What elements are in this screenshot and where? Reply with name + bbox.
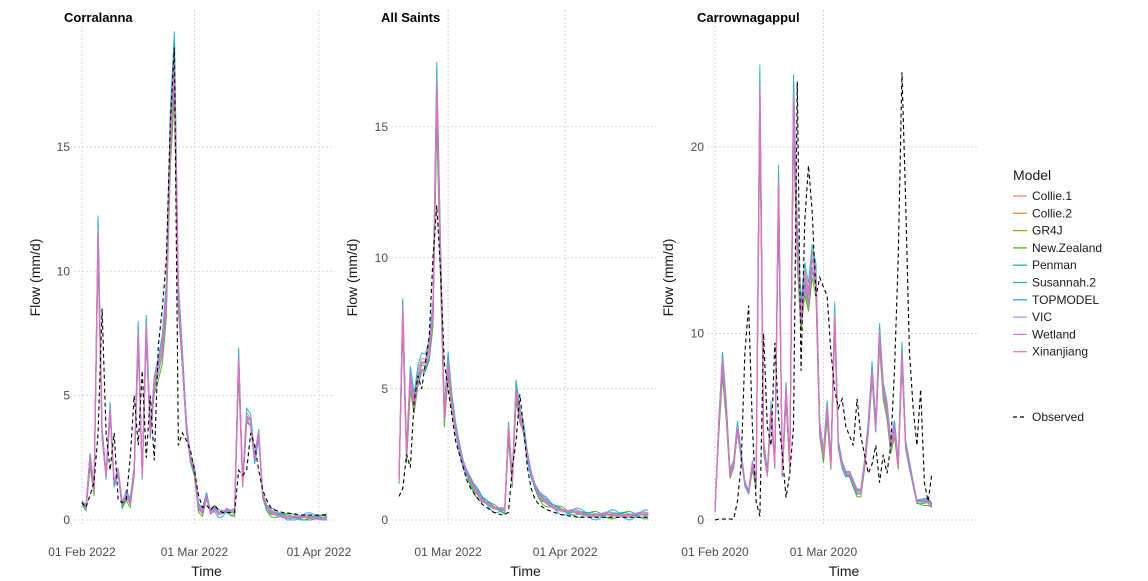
x-axis-label: Time xyxy=(510,563,541,579)
legend-label: Collie.2 xyxy=(1032,206,1072,220)
legend-title: Model xyxy=(1013,167,1051,183)
series-line-new-zealand xyxy=(398,124,649,520)
legend-label: Wetland xyxy=(1032,327,1076,341)
x-tick-label: 01 Mar 2020 xyxy=(790,545,858,559)
panel-1: 0 5 10 15 01 Feb 2022 01 Mar 2022 01 Apr 2022 C… xyxy=(27,10,352,579)
legend-label: Susannah.2 xyxy=(1032,276,1096,290)
x-tick-label: 01 Apr 2022 xyxy=(287,545,352,559)
legend: Model Collie.1 Collie.2 GR4J New.Zealand Penm… xyxy=(1013,167,1102,424)
y-axis-label: Flow (mm/d) xyxy=(660,239,676,317)
series-line-observed xyxy=(398,205,649,518)
x-axis-label: Time xyxy=(829,563,860,579)
series-line-xinanjiang xyxy=(81,59,327,519)
panel-3: 0 10 20 01 Feb 2020 01 Mar 2020 Carrownagappu… xyxy=(660,10,977,579)
x-axis-label: Time xyxy=(191,563,222,579)
series-line-topmodel xyxy=(81,69,327,521)
series-line-vic xyxy=(81,52,328,521)
legend-label: TOPMODEL xyxy=(1032,293,1099,307)
y-axis-label: Flow (mm/d) xyxy=(344,239,360,317)
series-line-penman xyxy=(81,71,328,521)
series-line-new-zealand xyxy=(81,95,328,521)
y-tick-label: 15 xyxy=(57,140,71,154)
series-line-xinanjiang xyxy=(714,90,933,511)
legend-label: Penman xyxy=(1032,258,1077,272)
legend-label-observed: Observed xyxy=(1032,410,1084,424)
series-line-wetland xyxy=(81,79,328,520)
legend-label: New.Zealand xyxy=(1032,241,1102,255)
y-tick-label: 10 xyxy=(691,326,705,340)
y-tick-label: 0 xyxy=(381,513,388,527)
legend-label: Xinanjiang xyxy=(1032,345,1088,359)
x-tick-label: 01 Feb 2022 xyxy=(48,545,116,559)
series-line-susannah-2 xyxy=(81,31,328,520)
series-line-observed xyxy=(81,47,327,516)
x-tick-label: 01 Mar 2022 xyxy=(414,545,482,559)
y-tick-label: 0 xyxy=(697,513,704,527)
y-tick-label: 10 xyxy=(57,264,71,278)
series-line-collie-1 xyxy=(81,42,327,521)
y-axis-label: Flow (mm/d) xyxy=(27,239,43,317)
x-tick-label: 01 Mar 2022 xyxy=(161,545,229,559)
panel-title: Corralanna xyxy=(64,10,133,25)
x-tick-label: 01 Apr 2022 xyxy=(533,545,598,559)
series-line-gr4j xyxy=(81,83,328,520)
y-tick-label: 10 xyxy=(375,251,389,265)
series-line-observed xyxy=(714,72,933,521)
legend-label: VIC xyxy=(1032,310,1052,324)
panel-title: Carrownagappul xyxy=(697,10,800,25)
y-tick-label: 20 xyxy=(691,140,705,154)
legend-label: Collie.1 xyxy=(1032,189,1072,203)
y-tick-label: 5 xyxy=(63,389,70,403)
series-line-collie-2 xyxy=(81,61,328,520)
y-tick-label: 15 xyxy=(375,120,389,134)
legend-label: GR4J xyxy=(1032,224,1063,238)
panel-2: 0 5 10 15 01 Mar 2022 01 Apr 2022 All Saints Ti… xyxy=(344,10,656,579)
x-tick-label: 01 Feb 2020 xyxy=(681,545,749,559)
y-tick-label: 5 xyxy=(381,382,388,396)
y-tick-label: 0 xyxy=(63,513,70,527)
panel-title: All Saints xyxy=(381,10,440,25)
